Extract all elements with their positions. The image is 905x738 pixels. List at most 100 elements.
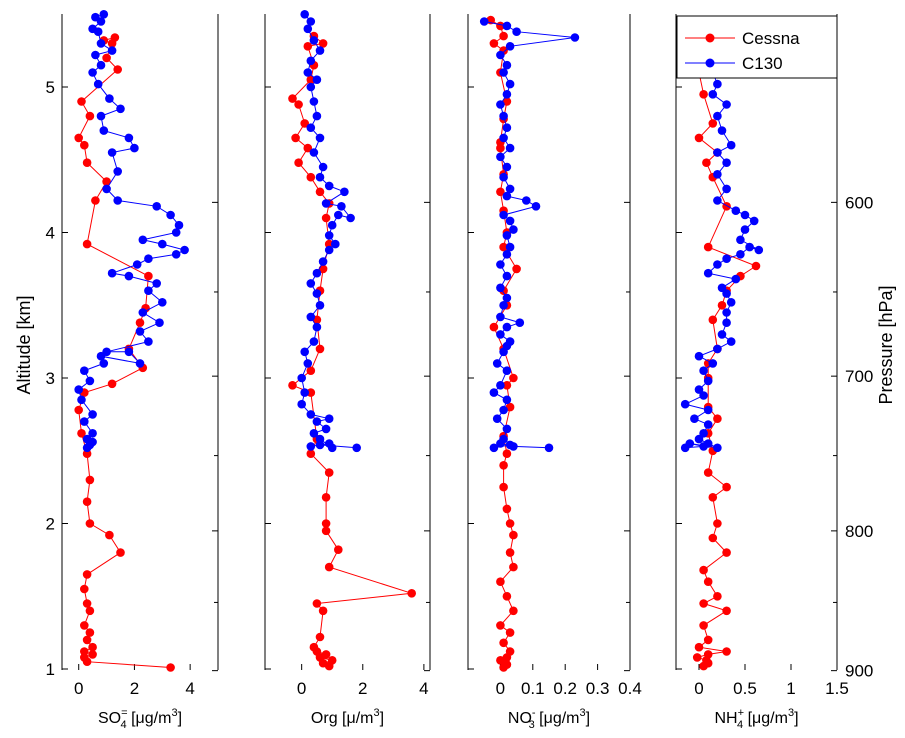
panel-org-point-c130: [315, 172, 325, 182]
panel-org-point-cessna: [306, 366, 316, 376]
panel-nh4-point-c130: [699, 391, 708, 400]
panel-no3-point-c130: [502, 60, 512, 70]
panel-nh4-point-c130: [713, 111, 722, 121]
panel-nh4-point-c130: [726, 140, 736, 150]
panel-nh4-point-cessna: [703, 242, 713, 252]
panel-org-point-c130: [321, 199, 331, 208]
panel-so4-point-c130: [174, 220, 184, 230]
panel-nh4-point-c130: [722, 184, 731, 194]
panel-so4-point-cessna: [85, 475, 95, 485]
panel-so4-point-cessna: [102, 177, 111, 186]
panel-no3-point-cessna: [502, 592, 512, 601]
panel-nh4-point-c130: [749, 216, 759, 226]
panel-no3-point-cessna: [496, 621, 505, 630]
panel-so4-point-cessna: [116, 548, 125, 557]
panel-org-point-cessna: [315, 632, 325, 642]
panel-so4-line-cessna: [78, 37, 171, 668]
panel-nh4-point-c130: [680, 399, 690, 409]
panel-so4-point-cessna: [85, 606, 95, 616]
panel-nh4-point-cessna: [699, 565, 708, 575]
panel-so4-xtick-label: 4: [185, 679, 194, 698]
panel-so4-point-c130: [96, 111, 106, 121]
panel-org-point-c130: [318, 257, 328, 266]
panel-no3-point-c130: [502, 123, 512, 132]
panel-nh4-line-c130: [683, 25, 760, 449]
panel-so4-point-c130: [152, 202, 161, 211]
panel-org-point-c130: [303, 68, 313, 77]
panel-nh4-point-cessna: [703, 650, 713, 659]
panel-nh4-point-cessna: [751, 261, 761, 271]
panel-no3-point-c130: [499, 68, 508, 77]
panel-so4-point-c130: [96, 39, 106, 48]
panel-so4-point-c130: [113, 167, 122, 176]
panel-so4-point-c130: [132, 260, 142, 269]
panel-org-point-c130: [315, 133, 325, 143]
panel-so4-point-c130: [91, 50, 100, 60]
panel-org-point-c130: [297, 373, 307, 383]
panel-no3-point-c130: [502, 231, 512, 240]
panel-org-point-c130: [321, 424, 331, 434]
panel-nh4-point-c130: [722, 158, 731, 167]
panel-org-point-cessna: [321, 526, 331, 536]
panel-org-point-cessna: [309, 642, 319, 652]
panel-so4: 0 2 4SO= 4 [μg/m3]: [61, 10, 219, 731]
panel-so4-point-c130: [85, 376, 95, 386]
panel-so4-point-cessna: [166, 663, 175, 672]
panel-so4-point-cessna: [88, 650, 97, 659]
panel-so4-point-c130: [152, 279, 161, 288]
pressure-tick-label: 900: [845, 662, 873, 681]
panel-nh4-xtick-label: 1: [786, 679, 795, 698]
panel-nh4-point-c130: [703, 439, 713, 448]
panel-org-point-cessna: [315, 344, 325, 354]
panel-org-point-c130: [315, 46, 325, 55]
panel-no3-xtick-label: 0.3: [586, 679, 610, 698]
panel-so4-point-cessna: [82, 449, 92, 459]
panel-so4-point-c130: [82, 434, 92, 444]
panel-org-point-cessna: [321, 650, 331, 659]
panel-nh4-point-cessna: [722, 482, 731, 492]
panel-no3-point-c130: [489, 443, 499, 453]
panel-nh4: 0 0.5 1 1.5 NH+ 4 [μg/m3]: [675, 14, 849, 731]
panel-so4-point-c130: [99, 359, 109, 368]
panel-org-point-cessna: [303, 42, 313, 51]
panel-nh4-point-c130: [713, 196, 722, 205]
panel-org-point-c130: [309, 36, 319, 45]
panel-org-point-c130: [309, 337, 319, 346]
panel-org-point-cessna: [327, 656, 337, 665]
panel-so4-point-cessna: [91, 196, 100, 205]
panel-nh4-point-c130: [713, 148, 722, 157]
panel-no3-point-cessna: [499, 461, 508, 470]
panel-no3-point-cessna: [502, 449, 512, 459]
panel-org-point-cessna: [315, 187, 325, 197]
panel-so4-point-c130: [77, 395, 86, 405]
panel-nh4-point-c130: [703, 405, 713, 415]
panel-org-point-c130: [312, 322, 322, 332]
panel-nh4-point-c130: [713, 344, 722, 354]
panel-no3-point-c130: [515, 318, 525, 328]
panel-so4-point-c130: [124, 271, 134, 281]
panel-no3-point-c130: [502, 293, 512, 303]
panel-so4-point-cessna: [82, 599, 92, 608]
panel-org-point-c130: [303, 359, 313, 368]
panel-no3-point-c130: [499, 172, 508, 182]
panel-org-point-c130: [306, 82, 316, 92]
panel-no3-point-c130: [496, 100, 505, 109]
panel-so4-point-c130: [116, 104, 125, 114]
legend-marker-cessna: [705, 33, 715, 43]
panel-no3-point-c130: [496, 260, 505, 269]
panel-no3-point-c130: [496, 312, 505, 322]
panel-no3-point-c130: [502, 395, 512, 405]
panel-so4-point-c130: [180, 245, 189, 255]
panel-org-point-c130: [312, 111, 322, 121]
panel-org-point-c130: [309, 429, 319, 438]
panel-nh4-xtick-label: 0: [694, 679, 703, 698]
panel-so4-point-c130: [135, 359, 145, 368]
panel-org-point-cessna: [321, 213, 331, 223]
panel-so4-point-c130: [124, 347, 134, 357]
panel-so4-point-cessna: [74, 133, 83, 143]
panel-org-point-c130: [327, 220, 337, 230]
panel-so4-point-cessna: [144, 271, 153, 281]
altitude-tick-label: 1: [46, 660, 55, 679]
legend-label-cessna: Cessna: [742, 29, 800, 48]
panel-org-xtick-label: 4: [419, 679, 428, 698]
